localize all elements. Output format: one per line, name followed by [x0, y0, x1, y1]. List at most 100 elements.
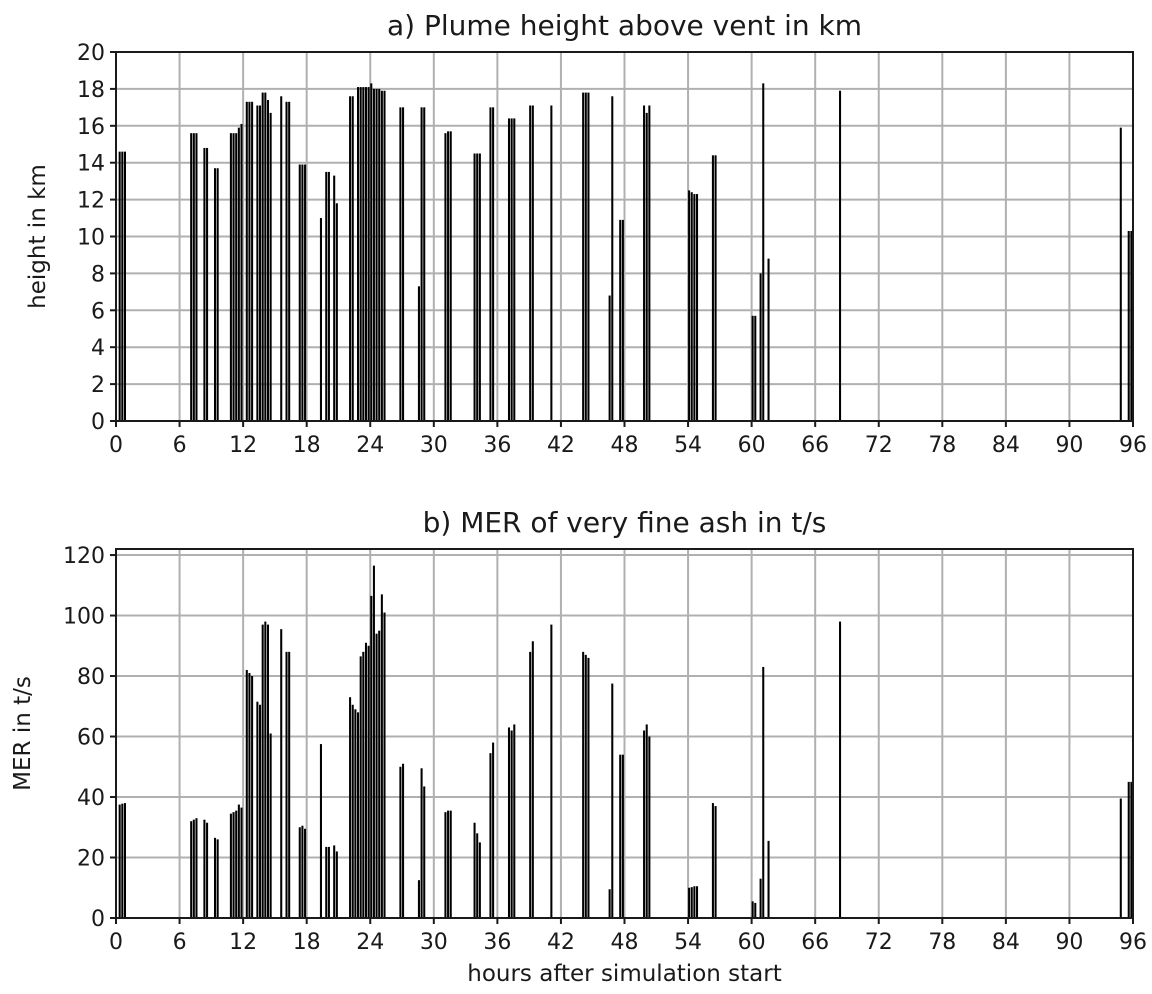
mer-bar — [619, 754, 622, 918]
x-tick-label: 78 — [928, 930, 956, 955]
mer-bar — [449, 810, 452, 918]
plume-height-bar — [402, 107, 405, 421]
mer-bar — [402, 763, 405, 918]
mer-bar — [288, 651, 291, 918]
plume-height-bar — [298, 164, 301, 422]
plume-height-bar — [251, 101, 254, 421]
plume-height-bar — [245, 101, 248, 421]
plume-height-bar — [240, 123, 243, 421]
x-tick-label: 36 — [483, 930, 511, 955]
mer-bar — [648, 736, 651, 918]
mer-bar — [351, 704, 354, 918]
plume-height-bar — [759, 273, 762, 421]
plume-height-bar — [1119, 127, 1122, 421]
plume-height-bar — [696, 194, 699, 421]
plume-height-bar — [118, 151, 121, 421]
mer-bar — [235, 810, 238, 918]
mer-bar — [510, 730, 513, 918]
mer-bar — [507, 727, 511, 918]
plume-height-bar — [420, 107, 423, 421]
x-tick-label: 72 — [865, 930, 893, 955]
x-tick-label: 6 — [173, 930, 187, 955]
y-tick-label: 16 — [77, 115, 105, 140]
plume-height-bar — [423, 107, 426, 421]
y-tick-label: 8 — [91, 262, 105, 287]
mer-bar — [195, 818, 198, 918]
plume-height-bar — [259, 105, 262, 421]
x-tick-label: 54 — [674, 433, 702, 458]
mer-bar — [240, 807, 243, 918]
y-tick-label: 2 — [91, 373, 105, 398]
plume-height-bar — [621, 219, 624, 421]
x-tick-label: 54 — [674, 930, 702, 955]
plume-height-bar — [375, 88, 378, 422]
x-tick-label: 0 — [109, 930, 123, 955]
plume-height-bar — [364, 87, 367, 421]
plume-height-bar — [261, 92, 264, 421]
mer-bar — [301, 825, 304, 918]
plume-height-bar — [762, 83, 765, 422]
x-tick-label: 12 — [229, 930, 257, 955]
plume-height-bar — [285, 101, 288, 421]
x-tick-label: 60 — [738, 930, 766, 955]
y-tick-label: 100 — [63, 605, 105, 630]
mer-bar — [476, 833, 479, 918]
plume-height-bar — [216, 168, 219, 421]
plume-height-bar — [327, 171, 330, 421]
mer-bar — [203, 819, 206, 918]
x-tick-label: 60 — [738, 433, 766, 458]
mer-bar — [206, 822, 209, 918]
x-tick-label: 48 — [611, 930, 639, 955]
mer-bar — [261, 624, 264, 918]
mer-bar — [759, 878, 762, 918]
plume-height-bar — [367, 87, 370, 421]
plume-height-bar — [492, 107, 495, 421]
mer-bar — [269, 733, 272, 918]
plume-height-bar — [582, 92, 585, 421]
mer-bar — [762, 666, 765, 918]
plume-height-bar — [264, 92, 267, 421]
mer-bar — [714, 806, 717, 918]
y-tick-label: 20 — [77, 847, 105, 872]
x-tick-label: 96 — [1119, 930, 1147, 955]
mer-bar — [1127, 781, 1130, 918]
mer-bar — [478, 842, 481, 918]
plume-height-bar — [325, 171, 328, 421]
x-tick-label: 18 — [293, 433, 321, 458]
mer-bar — [280, 629, 283, 918]
plume-height-bar — [619, 219, 622, 421]
plume-height-bar — [359, 87, 362, 421]
x-tick-label: 90 — [1055, 930, 1083, 955]
mer-bar — [608, 889, 611, 918]
x-tick-label: 48 — [611, 433, 639, 458]
plume-height-bar — [206, 147, 209, 421]
plume-height-bar — [192, 133, 195, 421]
plume-height-bar — [304, 164, 307, 422]
x-tick-label: 24 — [356, 433, 384, 458]
mer-bar — [378, 630, 381, 918]
mer-bar — [264, 621, 267, 918]
plume-height-bar — [529, 105, 532, 421]
plume-height-bar — [301, 164, 304, 422]
mer-bar — [688, 887, 691, 918]
mer-bar — [383, 612, 386, 918]
plume-height-bar — [751, 315, 754, 421]
plume-height-bar — [550, 105, 553, 421]
mer-bar — [584, 654, 587, 918]
mer-bar — [550, 624, 553, 918]
plume-height-bar — [417, 286, 420, 421]
plume-height-bar — [711, 155, 714, 421]
x-axis-label-mer: hours after simulation start — [467, 961, 781, 987]
mer-bar — [839, 621, 842, 918]
plume-height-bar — [513, 118, 516, 422]
mer-bar — [420, 768, 423, 918]
mer-bar — [529, 651, 532, 918]
plume-height-bar — [643, 105, 646, 421]
mer-bar — [304, 828, 307, 918]
plume-height-bar — [1130, 230, 1133, 421]
mer-bar — [1119, 798, 1122, 918]
plume-height-bar — [478, 153, 481, 422]
x-tick-label: 0 — [109, 433, 123, 458]
y-tick-label: 4 — [91, 336, 105, 361]
mer-bar — [513, 724, 516, 918]
